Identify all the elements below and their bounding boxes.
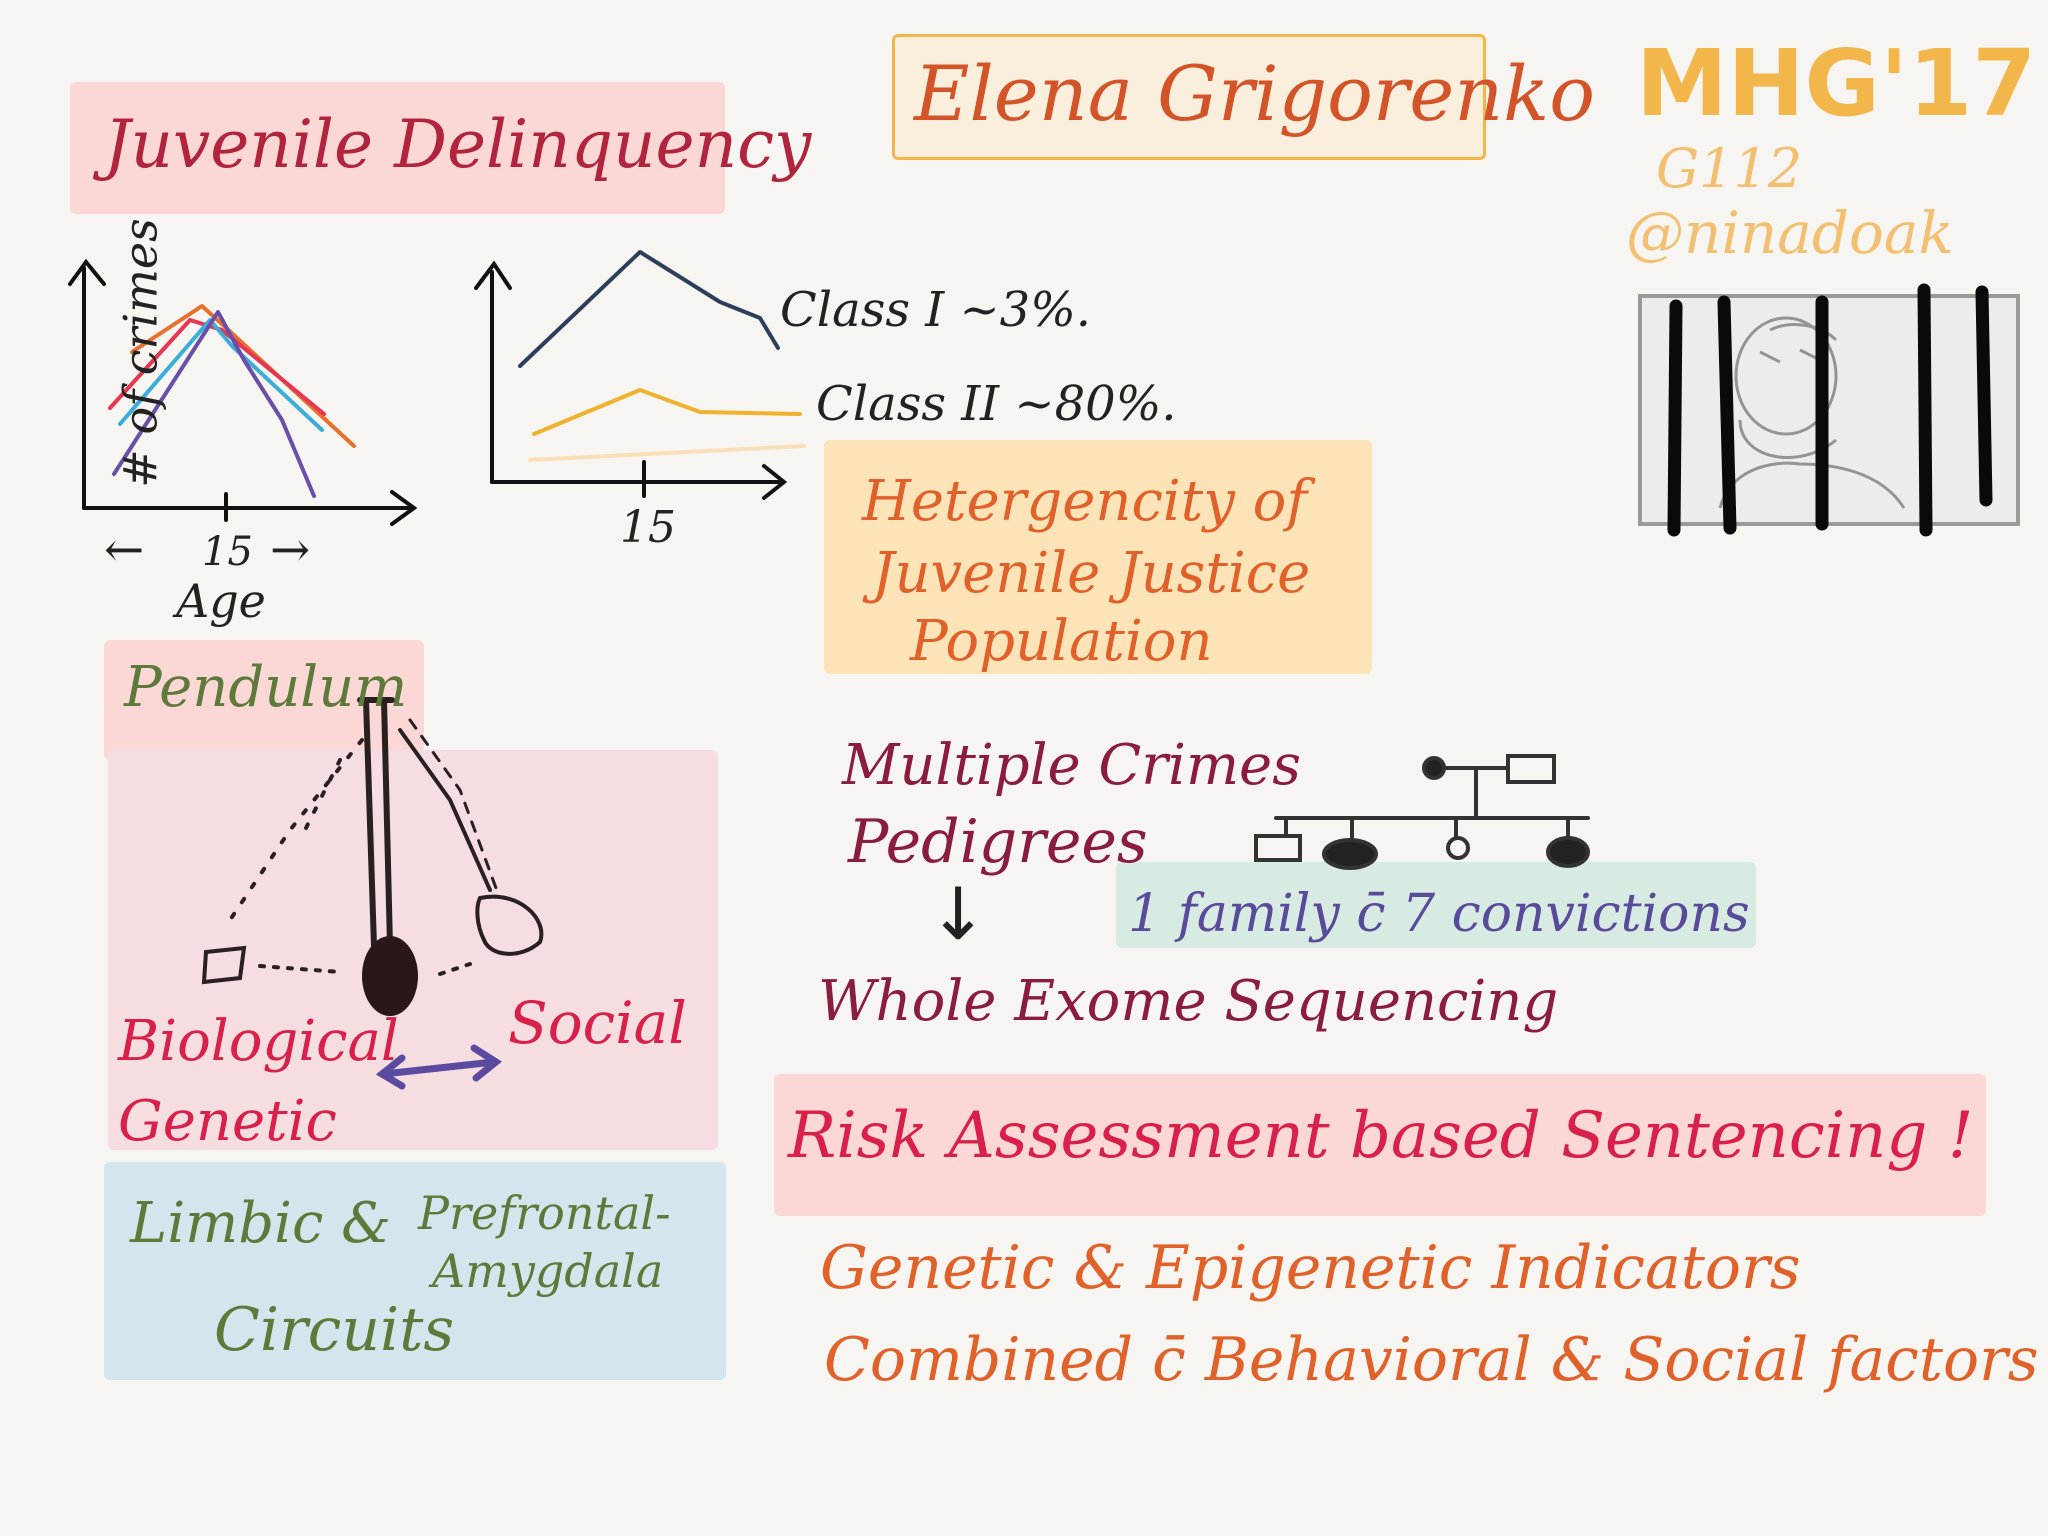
age-chart-curves bbox=[108, 304, 356, 498]
pendulum-drawing bbox=[201, 697, 544, 985]
double-arrow bbox=[375, 1044, 503, 1090]
class2-curve bbox=[532, 388, 802, 436]
pedigrees-line2: Pedigrees bbox=[848, 807, 1148, 877]
title-highlight bbox=[70, 82, 725, 214]
social-label: Social bbox=[508, 989, 687, 1057]
genetic-label: Genetic bbox=[118, 1089, 337, 1154]
age-right-arrow: → bbox=[270, 522, 311, 578]
jail-cell-drawing bbox=[1638, 283, 2020, 537]
risk-highlight bbox=[774, 1074, 1986, 1216]
exome-sequencing: Whole Exome Sequencing bbox=[818, 969, 1559, 1034]
page-title: Juvenile Delinquency bbox=[104, 106, 812, 183]
circuits-highlight bbox=[104, 1162, 726, 1380]
circuits-line1a: Limbic & bbox=[130, 1191, 391, 1256]
author-handle: @ninadoak bbox=[1626, 199, 1954, 267]
circuits-line1b: Prefrontal- bbox=[418, 1186, 671, 1240]
pedigrees-line1: Multiple Crimes bbox=[842, 733, 1301, 798]
class1-curve bbox=[518, 250, 780, 368]
class2-label: Class II ~80%. bbox=[816, 376, 1177, 432]
event-name: MHG'17 bbox=[1636, 30, 2037, 137]
age-chart-tick: 15 bbox=[202, 529, 253, 575]
pendulum-title: Pendulum bbox=[124, 655, 408, 720]
age-curve-cyan bbox=[118, 318, 324, 432]
age-curve-purple bbox=[112, 310, 316, 498]
heterogeneity-line3: Population bbox=[910, 609, 1213, 674]
age-chart-axes bbox=[68, 258, 418, 526]
down-arrow: ↓ bbox=[928, 872, 989, 956]
speaker-box bbox=[892, 34, 1486, 160]
risk-line2: Combined c̄ Behavioral & Social factors bbox=[824, 1325, 2039, 1395]
heterogeneity-line1: Hetergencity of bbox=[862, 469, 1308, 534]
circuits-line3: Circuits bbox=[214, 1295, 455, 1365]
circuits-line2: Amygdala bbox=[432, 1244, 664, 1298]
biological-label: Biological bbox=[118, 1009, 399, 1074]
risk-line1: Genetic & Epigenetic Indicators bbox=[820, 1233, 1801, 1303]
speaker-name: Elena Grigorenko bbox=[914, 49, 1595, 138]
baseline-curve bbox=[528, 444, 806, 462]
heterogeneity-line2: Juvenile Justice bbox=[872, 541, 1311, 606]
event-room: G112 bbox=[1656, 137, 1803, 200]
pendulum-bob bbox=[362, 936, 418, 1016]
age-chart-xlabel: Age bbox=[176, 574, 266, 628]
age-left-arrow: ← bbox=[104, 522, 145, 578]
age-chart-ylabel: # of crimes bbox=[113, 218, 168, 488]
family-highlight bbox=[1116, 862, 1756, 948]
class1-label: Class I ~3%. bbox=[780, 282, 1092, 338]
heterogeneity-highlight bbox=[824, 440, 1372, 674]
class-chart-tick: 15 bbox=[620, 502, 676, 553]
pedigree-chart bbox=[1254, 754, 1590, 870]
family-convictions: 1 family c̄ 7 convictions bbox=[1128, 884, 1750, 944]
risk-title: Risk Assessment based Sentencing ! bbox=[788, 1099, 1974, 1173]
class-chart-axes bbox=[474, 260, 788, 500]
